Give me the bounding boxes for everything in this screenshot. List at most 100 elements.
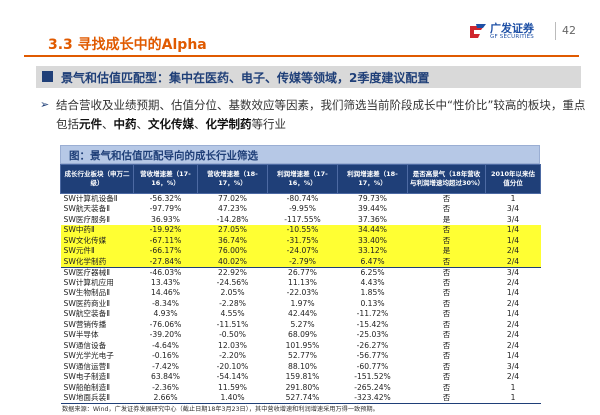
- table-row: SW航天装备Ⅱ -97.79% 47.23% -9.95% 39.44% 否 3/4: [61, 204, 541, 215]
- value-cell: 否: [442, 319, 451, 329]
- col-header: 2010年以来估值分位: [485, 164, 541, 194]
- source-note: 数据来源：Wind，广发证券发展研究中心（截止日期18年3月23日），其中营收增…: [62, 406, 379, 413]
- value-cell: -11.51%: [216, 319, 249, 329]
- value-cell: 6.25%: [337, 266, 408, 278]
- value-cell: 1.97%: [290, 298, 315, 308]
- slide-header: 3.3 寻找成长中的Alpha 广发证券 GF SECURITIES 42: [0, 0, 600, 70]
- value-cell: 77.02%: [218, 194, 247, 203]
- value-cell: 1: [510, 194, 516, 203]
- table-row: SW化学制药 -27.84% 40.02% -2.79% 6.47% 否 2/4: [60, 256, 541, 267]
- value-cell: 34.44%: [337, 225, 408, 236]
- value-cell: 2/4: [506, 330, 520, 340]
- value-cell: 否: [407, 235, 486, 246]
- col-header: 成长行业板块（申万二级）: [60, 164, 134, 194]
- table-row: SW通信设备 -4.64% 12.03% 101.95% -26.27% 否 2/4: [61, 341, 541, 352]
- value-cell: 否: [407, 256, 486, 267]
- para-text-before: 结合营收及业绩预期、估值分位、基数效应等因素，我们筛选当前阶段成长中“性价比”较…: [56, 98, 586, 131]
- table-row: SW生物制品Ⅱ 14.46% 2.05% -22.03% 1.85% 否 1/4: [61, 288, 541, 299]
- section-square-icon: [42, 71, 53, 82]
- value-cell: 3/4: [485, 266, 541, 278]
- value-cell: -0.16%: [152, 351, 179, 361]
- section-heading: 景气和估值匹配型：集中在医药、电子、传媒等领域，2季度建议配置: [61, 71, 430, 85]
- col-header: 是否高景气（18年营收与利润增速均超过30%）: [407, 164, 486, 194]
- table-row: SW营销传播 -76.06% -11.51% 5.27% -15.42% 否 2/4: [61, 320, 541, 331]
- value-cell: 3/4: [506, 361, 520, 371]
- table-row: SW文化传媒 -67.11% 36.74% -31.75% 33.40% 否 1/4: [60, 235, 541, 246]
- table-row: SW船舶制造Ⅱ -2.36% 11.59% 291.80% -265.24% 否 1: [61, 383, 541, 394]
- value-cell: 11.59%: [218, 382, 247, 392]
- value-cell: -7.42%: [152, 361, 179, 371]
- value-cell: 6.47%: [337, 256, 408, 267]
- value-cell: -26.27%: [356, 340, 389, 350]
- table-row: SW通信运营Ⅱ -7.42% -20.10% 88.10% -60.77% 否 3/4: [61, 362, 541, 373]
- value-cell: 26.77%: [267, 266, 338, 278]
- value-cell: 2/4: [506, 340, 520, 350]
- value-cell: 否: [442, 204, 451, 214]
- value-cell: 37.36%: [358, 214, 387, 224]
- table-row: SW半导体 -39.20% -0.50% 68.09% -25.03% 否 2/4: [61, 330, 541, 341]
- value-cell: 否: [442, 340, 451, 350]
- table-row: SW中药Ⅱ -19.92% 27.05% -10.55% 34.44% 否 1/4: [60, 225, 541, 236]
- value-cell: 1: [485, 393, 541, 404]
- table-caption: 图：景气和估值匹配导向的成长行业筛选: [69, 150, 258, 162]
- logo-text-en: GF SECURITIES: [490, 34, 534, 40]
- value-cell: 33.12%: [337, 246, 408, 257]
- value-cell: 是: [442, 214, 451, 224]
- industry-name-cell: SW地面兵装Ⅱ: [60, 393, 134, 404]
- value-cell: 否: [407, 266, 486, 278]
- value-cell: 1/4: [485, 225, 541, 236]
- value-cell: -14.28%: [216, 214, 249, 224]
- value-cell: 14.46%: [151, 288, 180, 298]
- value-cell: 2/4: [485, 246, 541, 257]
- value-cell: 291.80%: [285, 382, 320, 392]
- industry-name-cell: SW计算机设备Ⅱ: [63, 194, 118, 203]
- value-cell: -265.24%: [354, 382, 391, 392]
- value-cell: 否: [442, 194, 451, 203]
- body-paragraph: 结合营收及业绩预期、估值分位、基数效应等因素，我们筛选当前阶段成长中“性价比”较…: [56, 96, 586, 134]
- value-cell: 否: [442, 361, 451, 371]
- industry-name-cell: SW通信设备: [63, 340, 107, 350]
- value-cell: 1/4: [506, 288, 520, 298]
- value-cell: 否: [442, 309, 451, 319]
- logo-separator: [555, 22, 556, 40]
- value-cell: 101.95%: [285, 340, 320, 350]
- value-cell: 42.44%: [288, 309, 317, 319]
- value-cell: -20.10%: [216, 361, 249, 371]
- value-cell: 1.40%: [197, 393, 268, 404]
- industry-name-cell: SW医疗器械Ⅱ: [60, 266, 134, 278]
- header-divider: [24, 55, 579, 57]
- value-cell: 12.03%: [218, 340, 247, 350]
- value-cell: 0.13%: [360, 298, 385, 308]
- value-cell: -66.17%: [133, 246, 198, 257]
- col-header: 营收增速差（17-16，%）: [133, 164, 198, 194]
- value-cell: -4.64%: [152, 340, 179, 350]
- value-cell: 1.85%: [360, 288, 385, 298]
- industry-name-cell: SW电子制造Ⅱ: [63, 372, 110, 382]
- value-cell: 2/4: [506, 319, 520, 329]
- industry-name-cell: SW元件Ⅱ: [60, 246, 134, 257]
- table-row: SW计算机应用 13.43% -24.56% 11.13% 4.43% 否 2/4: [61, 278, 541, 289]
- page-number: 42: [562, 24, 576, 37]
- industry-name-cell: SW医疗服务Ⅱ: [63, 214, 110, 224]
- value-cell: -54.14%: [216, 372, 249, 382]
- value-cell: -80.74%: [286, 194, 319, 203]
- value-cell: -8.34%: [152, 298, 179, 308]
- value-cell: 1/4: [506, 351, 520, 361]
- value-cell: -2.20%: [219, 351, 246, 361]
- value-cell: 33.40%: [337, 235, 408, 246]
- value-cell: 2/4: [485, 256, 541, 267]
- value-cell: 是: [407, 246, 486, 257]
- value-cell: -117.55%: [284, 214, 321, 224]
- value-cell: 36.93%: [151, 214, 180, 224]
- value-cell: 40.02%: [197, 256, 268, 267]
- bullet-arrow-icon: ➢: [40, 98, 50, 111]
- value-cell: 2/4: [506, 277, 520, 287]
- col-header: 利润增速差（17-16，%）: [267, 164, 338, 194]
- industry-name-cell: SW医药商业Ⅱ: [63, 298, 110, 308]
- value-cell: 63.84%: [151, 372, 180, 382]
- gf-logo-icon: [470, 24, 486, 38]
- value-cell: -2.28%: [219, 298, 246, 308]
- value-cell: 52.77%: [288, 351, 317, 361]
- para-sep-3: 、: [194, 117, 206, 131]
- value-cell: -24.56%: [216, 277, 249, 287]
